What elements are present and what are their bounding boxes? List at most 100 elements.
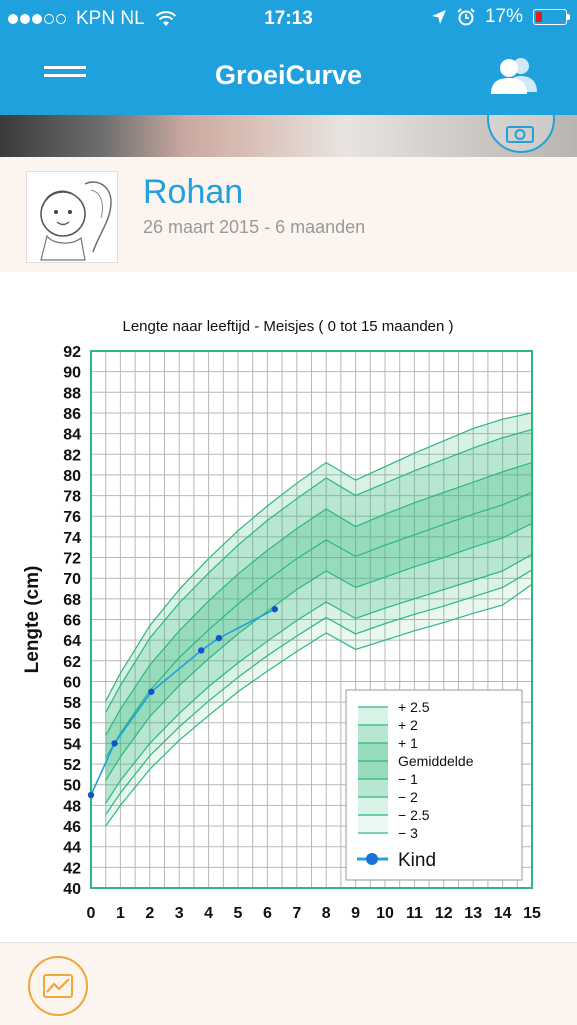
band-curve [105,491,533,759]
app-title: GroeiCurve [214,60,363,90]
x-tick-label: 5 [234,905,243,922]
x-tick-label: 3 [175,905,184,922]
profile-header: Rohan 26 maart 2015 - 6 maanden [0,157,577,272]
x-tick-label: 10 [376,905,394,922]
legend-swatch [358,797,388,815]
x-tick-label: 1 [116,905,125,922]
bottom-toolbar [0,942,577,1025]
band-curve [105,553,533,804]
battery-percentage: 17% [484,6,523,27]
legend-label: Gemiddelde [398,753,474,769]
legend-label: + 1 [398,735,418,751]
clock: 17:13 [264,8,313,29]
legend-swatch [358,815,388,833]
band-curve [105,569,533,816]
avatar[interactable] [26,171,118,263]
x-tick-label: 15 [523,905,541,922]
camera-icon [506,126,534,143]
child-data-point [215,634,223,642]
legend-swatch [358,725,388,743]
x-tick-label: 2 [145,905,154,922]
y-tick-label: 78 [63,489,81,506]
band-curve [105,412,533,702]
child-data-point [148,688,155,695]
child-data-point [271,605,278,613]
legend: + 2.5 + 2 + 1 Gemiddelde − 1 − 2 − 2.5 − 3 Kind [345,689,523,881]
y-tick-label: 70 [63,571,81,588]
status-bar: KPN NL 17:13 17% [0,0,577,38]
y-tick-label: 50 [63,778,81,795]
hamburger-icon[interactable] [44,66,86,86]
y-tick-label: 82 [63,447,81,464]
legend-label: + 2 [398,717,418,733]
status-right: 17% [431,6,570,28]
band-fill [105,554,532,815]
y-tick-label: 54 [63,736,81,753]
legend-swatch [358,743,388,761]
band-fill [105,412,532,713]
band-curve [105,461,533,736]
child-data-point [198,647,205,654]
child-data-point [111,740,118,747]
y-tick-label: 92 [63,344,81,361]
legend-label: − 1 [398,771,418,787]
band-fill [105,462,532,758]
y-tick-label: 56 [63,716,81,733]
chart-title: Lengte naar leeftijd - Meisjes ( 0 tot 1… [122,318,453,335]
y-tick-label: 40 [63,881,81,898]
x-tick-label: 12 [435,905,453,922]
cover-photo [0,115,577,157]
y-tick-label: 80 [63,468,81,485]
baby-sketch-image [40,181,112,261]
y-tick-label: 72 [63,551,81,568]
band-fill [105,569,532,827]
y-tick-label: 74 [63,530,81,547]
band-curve [105,583,533,827]
x-tick-label: 6 [263,905,272,922]
users-icon[interactable] [485,56,541,96]
nav-bar: GroeiCurve [0,38,577,115]
legend-label: + 2.5 [398,699,430,715]
legend-swatch [358,761,388,779]
x-tick-label: 0 [87,905,96,922]
wifi-icon [155,11,176,26]
x-tick-label: 9 [351,905,360,922]
y-tick-label: 52 [63,757,81,774]
y-tick-label: 84 [63,427,81,444]
band-fill [105,523,532,804]
y-tick-label: 76 [63,509,81,526]
y-axis-label: Lengte (cm) [22,566,43,674]
y-tick-label: 62 [63,654,81,671]
legend-label: − 3 [398,825,418,841]
band-curve [105,522,533,781]
band-fill [105,429,532,736]
y-tick-label: 68 [63,592,81,609]
child-name: Rohan [143,173,244,211]
carrier-name: KPN NL [76,8,145,29]
legend-swatch [358,707,388,725]
x-tick-label: 14 [494,905,512,922]
x-tick-label: 4 [204,905,213,922]
child-data-point [87,791,95,799]
child-birthdate-age: 26 maart 2015 - 6 maanden [143,217,366,237]
x-tick-label: 13 [464,905,482,922]
legend-kind-marker [366,853,378,865]
alarm-icon [457,8,475,26]
y-tick-label: 66 [63,613,81,630]
band-fill [105,492,532,781]
chart-view-button[interactable] [28,956,88,1016]
chart-icon [43,974,73,998]
legend-label: − 2.5 [398,807,430,823]
signal-strength-icon [8,14,66,24]
plot-frame [90,350,533,889]
legend-label: − 2 [398,789,418,805]
y-tick-label: 48 [63,798,81,815]
x-tick-label: 11 [406,905,423,922]
legend-label-kind: Kind [398,850,436,871]
y-tick-label: 44 [63,840,81,857]
y-tick-label: 88 [63,385,81,402]
legend-swatch [358,779,388,797]
y-tick-label: 60 [63,674,81,691]
camera-button[interactable] [487,115,555,153]
child-series-line [90,608,276,796]
